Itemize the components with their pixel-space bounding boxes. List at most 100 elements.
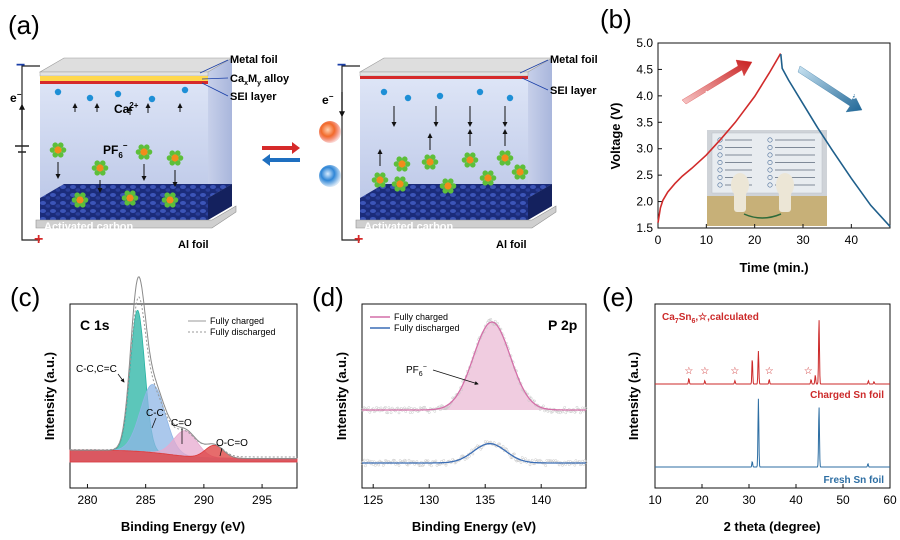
fully-charged-fit [362, 321, 586, 411]
x-tick-label: 50 [836, 493, 850, 507]
raw-data-point [510, 456, 514, 460]
panel-label-d: (d) [312, 282, 344, 312]
d-legend-charged: Fully charged [394, 312, 448, 322]
c-legend-discharged: Fully discharged [210, 327, 276, 337]
al-foil-label: Al foil [178, 239, 209, 251]
raw-data-point [367, 406, 371, 409]
raw-data-point [489, 317, 493, 321]
schematic-right: e− − + Activated carbon Al foil Metal fo… [319, 54, 598, 251]
raw-data-point [573, 463, 577, 467]
metal-foil-label: Metal foil [230, 54, 278, 66]
al-foil-label-right: Al foil [496, 239, 527, 251]
raw-data-point [397, 464, 401, 467]
raw-data-point [389, 411, 393, 415]
x-tick-label: 285 [136, 493, 156, 507]
panel-label-c: (c) [10, 282, 40, 312]
sei-label-right: SEI layer [550, 85, 597, 97]
raw-data-point [384, 405, 387, 409]
peak-label-leader [151, 417, 157, 429]
raw-data-point [563, 406, 567, 409]
panel-d-chart: 125 130 135 140 P 2p Fully charged Fully di… [334, 303, 588, 534]
x-tick-label: 140 [531, 493, 551, 507]
panel-label-b: (b) [600, 4, 632, 34]
raw-data-point [567, 463, 571, 467]
raw-data-point [520, 456, 524, 459]
y-tick-label: 1.5 [636, 221, 653, 235]
ca-ion [476, 88, 484, 96]
raw-data-point [415, 460, 419, 463]
raw-data-point [443, 407, 447, 411]
y-tick-label: 3.5 [636, 115, 653, 129]
raw-data-point [408, 411, 412, 414]
x-tick-label: 10 [700, 233, 714, 247]
cell-side-face [208, 58, 232, 216]
fully-discharged-envelope [70, 296, 297, 458]
ion-label-ca: Ca2+ [114, 101, 139, 116]
panel-label-a: (a) [8, 10, 40, 40]
d-xlabel: Binding Energy (eV) [412, 519, 536, 534]
raw-data-point [406, 463, 410, 467]
activated-carbon-electrode-right [360, 198, 528, 220]
peak-label-arrow [117, 373, 125, 383]
raw-data-point [498, 442, 502, 446]
y-tick-label: 2.0 [636, 195, 653, 209]
ca-ion [148, 95, 156, 103]
plot-frame-d [361, 303, 587, 489]
peak-label: C=O [171, 418, 192, 429]
raw-data-point [511, 452, 515, 456]
raw-data-point [374, 464, 377, 467]
x-tick-label: 30 [742, 493, 756, 507]
al-foil [35, 205, 237, 229]
raw-data-point [528, 463, 532, 467]
star-marker: ☆ [804, 366, 813, 377]
y-tick-label: 3.0 [636, 142, 653, 156]
raw-data-point [514, 458, 517, 461]
raw-data-point [430, 464, 433, 468]
peak-label-leader [219, 447, 223, 457]
e-ylabel: Intensity (a.u.) [626, 352, 641, 440]
charge-arrow: charge [681, 59, 753, 104]
raw-data-point [387, 406, 391, 410]
x-tick-label: 40 [789, 493, 803, 507]
raw-data-point [397, 411, 401, 415]
raw-data-point [386, 411, 390, 415]
activated-carbon-electrode [40, 198, 208, 220]
raw-data-point [542, 404, 545, 408]
raw-data-point [554, 459, 558, 462]
terminal-plus-right: + [354, 231, 363, 248]
raw-data-point [509, 456, 513, 459]
ca-ion [404, 94, 412, 102]
pf6-ion [421, 154, 439, 170]
x-tick-label: 135 [475, 493, 495, 507]
raw-data-point [375, 406, 378, 409]
x-tick-label: 30 [796, 233, 810, 247]
raw-data-point [468, 454, 471, 458]
raw-data-point [385, 411, 388, 414]
raw-data-point [407, 406, 411, 409]
fresh-sn-foil-pattern [655, 398, 890, 468]
raw-data-point [557, 463, 561, 467]
ion-layer [49, 86, 189, 208]
raw-data-point [544, 464, 548, 467]
pf6-ion [371, 172, 389, 188]
y-tick-label: 4.0 [636, 89, 653, 103]
raw-data-point [366, 458, 369, 462]
raw-data-point [564, 411, 568, 415]
raw-data-point [393, 459, 396, 462]
raw-data-point [583, 406, 587, 410]
ca-ion [54, 88, 62, 96]
ca-ion [86, 94, 94, 102]
reaction-arrows [262, 142, 300, 166]
raw-data-point [370, 460, 374, 463]
alloy-label: CaxMy alloy [230, 73, 290, 87]
peak-label: C-C,C=C [76, 364, 117, 375]
ion-label-pf6: PF6− [103, 141, 128, 160]
carbon-label-right: Activated carbon [364, 221, 454, 233]
electron-label-right: e− [322, 92, 334, 107]
external-circuit [21, 65, 40, 241]
raw-data-point [396, 406, 400, 410]
x-tick-label: 60 [883, 493, 897, 507]
discharge-curve [780, 54, 891, 227]
raw-data-point [583, 459, 587, 462]
